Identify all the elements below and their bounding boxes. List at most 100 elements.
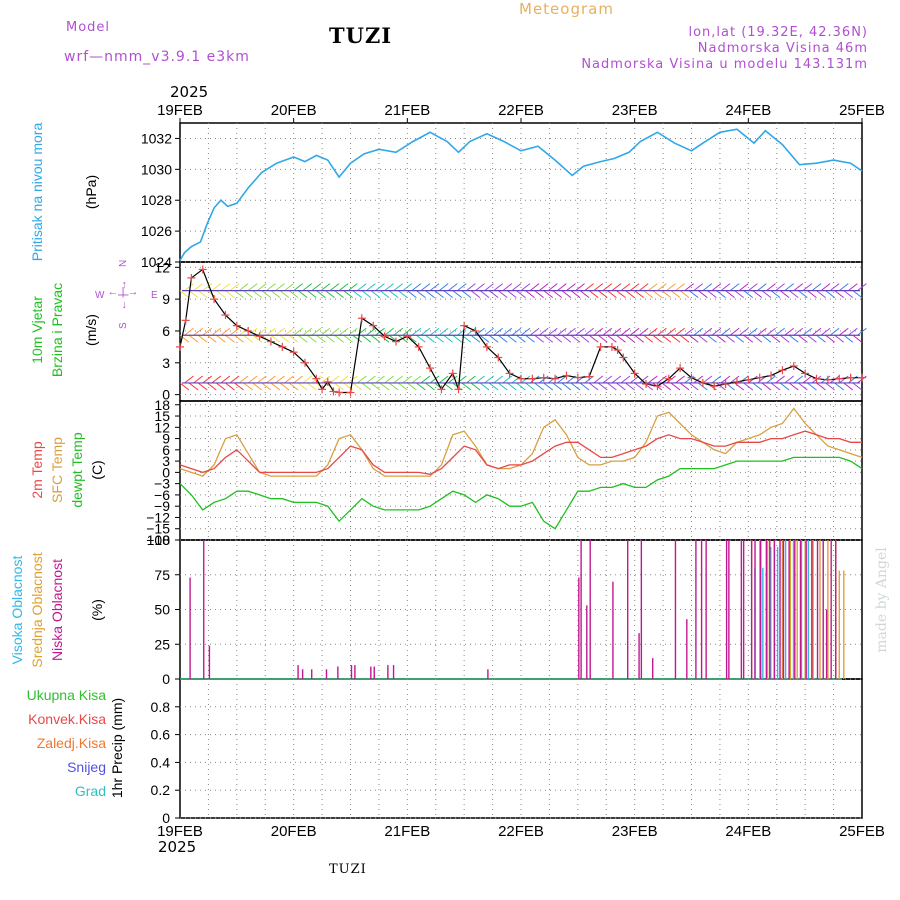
wind-barb xyxy=(688,290,699,299)
wind-barb xyxy=(188,290,199,299)
wind-barb xyxy=(652,334,663,343)
wind-barb xyxy=(261,290,272,299)
wind-barb xyxy=(493,327,504,336)
wind-barb xyxy=(357,327,367,336)
wind-barb xyxy=(816,382,826,391)
wind-barb xyxy=(829,327,840,336)
date-label-top: 19FEB xyxy=(157,102,203,119)
wind-barb xyxy=(584,327,594,336)
wind-barb xyxy=(497,382,508,391)
ytick-label-pressure: 1032 xyxy=(141,130,172,146)
wind-barb xyxy=(370,382,381,391)
wind-barb xyxy=(543,290,554,299)
wind-barb xyxy=(775,327,785,336)
wind-barb xyxy=(447,327,458,336)
wind-barb xyxy=(243,334,253,343)
wind-barb xyxy=(802,283,813,292)
wind-barb xyxy=(216,290,226,299)
wind-barb xyxy=(475,283,485,292)
wind-barb xyxy=(793,375,804,384)
wind-barb xyxy=(507,290,517,299)
wind-barb xyxy=(179,382,190,391)
wind-barb xyxy=(497,290,508,299)
wind-barb xyxy=(238,283,249,292)
model-name: wrf—nmm_v3.9.1 e3km xyxy=(64,49,250,65)
wind-barb xyxy=(388,290,399,299)
wind-barb xyxy=(634,334,644,343)
temp-ylabel-group-1: 2m Temp xyxy=(29,441,45,499)
wind-barb xyxy=(275,375,285,384)
wind-barb xyxy=(798,382,808,391)
wind-barb xyxy=(638,283,649,292)
wind-barb xyxy=(416,382,426,391)
wind-barb xyxy=(625,334,635,343)
wind-barb xyxy=(770,382,781,391)
wind-barb xyxy=(488,334,499,343)
wind-barb xyxy=(852,382,863,391)
wind-barb xyxy=(529,283,540,292)
wind-barb xyxy=(411,283,422,292)
wind-barb xyxy=(820,327,831,336)
wind-barb xyxy=(752,382,763,391)
wind-barb xyxy=(193,375,203,384)
wind-barb xyxy=(347,283,358,292)
wind-barb xyxy=(184,283,194,292)
wind-barb xyxy=(857,327,867,336)
wind-barb xyxy=(716,382,726,391)
wind-barb xyxy=(720,283,731,292)
wind-barb xyxy=(698,334,708,343)
ytick-label-temperature: 12 xyxy=(154,419,170,435)
wind-barb xyxy=(557,375,567,384)
wind-barb xyxy=(843,382,854,391)
wind-barb xyxy=(338,327,349,336)
wind-barb xyxy=(525,382,535,391)
date-label-top: 24FEB xyxy=(725,102,771,119)
wind-ylabel-2: Brzina i Pravac xyxy=(49,283,65,377)
wind-barb xyxy=(393,283,404,292)
ytick-label-cloud: 0 xyxy=(162,671,170,687)
wind-barb xyxy=(611,283,622,292)
wind-barb xyxy=(588,334,599,343)
wind-barb xyxy=(361,290,372,299)
wind-barb xyxy=(447,375,458,384)
wind-barb xyxy=(538,283,549,292)
ytick-label-precip: 0.4 xyxy=(151,754,171,770)
wind-barb xyxy=(434,290,444,299)
wind-barb xyxy=(779,334,790,343)
wind-barb xyxy=(411,327,422,336)
temp-ylabel-1: 2m Temp xyxy=(29,441,45,499)
cloud-unit: (%) xyxy=(89,599,105,621)
wind-barb xyxy=(220,283,231,292)
wind-barb xyxy=(552,334,563,343)
wind-barb xyxy=(775,375,785,384)
wind-barb xyxy=(798,334,808,343)
wind-barb xyxy=(452,290,463,299)
wind-barb xyxy=(206,334,217,343)
wind-barb xyxy=(688,334,699,343)
wind-barb xyxy=(579,290,590,299)
footer-station: TUZI xyxy=(329,862,367,877)
wind-barb xyxy=(484,283,494,292)
watermark: made by Angel xyxy=(874,547,890,653)
wind-barb xyxy=(329,283,340,292)
wind-barb xyxy=(557,283,567,292)
wind-barb xyxy=(325,334,335,343)
wind-barb xyxy=(834,290,845,299)
wind-compass-n-group: NS xyxy=(118,260,129,329)
wind-barb xyxy=(275,283,285,292)
wind-barb xyxy=(852,334,863,343)
wind-barb xyxy=(443,334,454,343)
wind-barb xyxy=(234,290,244,299)
wind-barb xyxy=(461,290,472,299)
wind-barb xyxy=(666,283,676,292)
wind-barb xyxy=(693,375,704,384)
wind-barb xyxy=(297,382,308,391)
wind-barb xyxy=(629,283,640,292)
wind-barb xyxy=(784,327,795,336)
wind-barb xyxy=(770,334,781,343)
wind-barb xyxy=(647,283,658,292)
wind-barb xyxy=(675,375,685,384)
wind-barb xyxy=(729,283,740,292)
ytick-label-temperature: −12 xyxy=(146,509,170,525)
